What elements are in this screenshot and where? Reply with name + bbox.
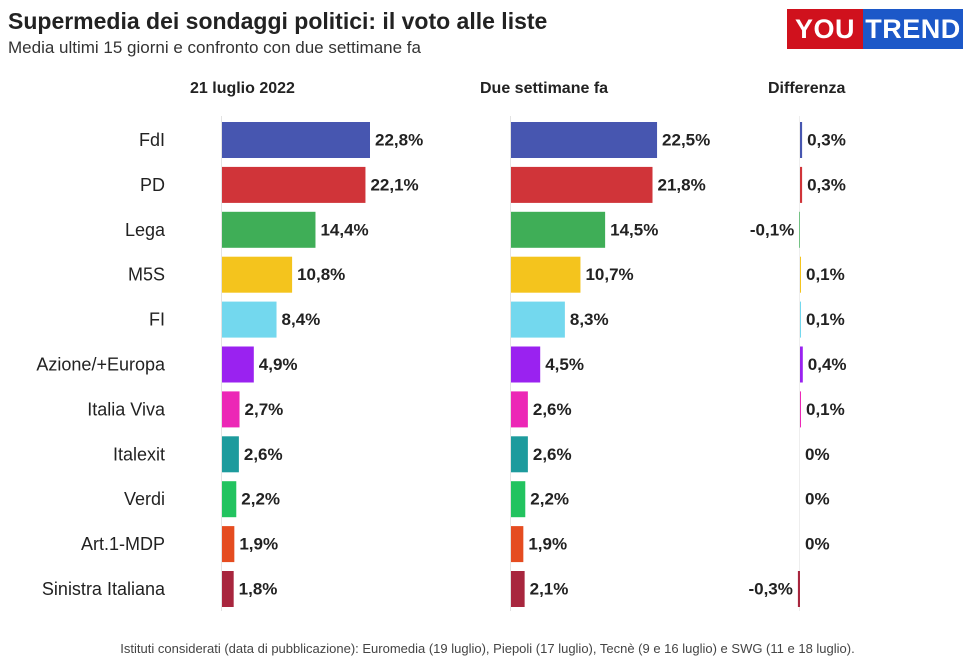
data-label-current: 22,8% (375, 131, 423, 150)
bar-difference (800, 346, 803, 383)
data-label-current: 14,4% (320, 220, 368, 239)
bar-previous (511, 166, 653, 203)
bar-current (222, 391, 240, 428)
bar-difference (800, 122, 803, 158)
bar-previous (511, 436, 528, 473)
category-label: Azione/+Europa (36, 355, 166, 375)
bar-current (222, 301, 277, 338)
bar-previous (511, 571, 525, 607)
bar-current (222, 481, 237, 518)
bar-difference (797, 571, 800, 607)
bar-chart: FdI 22,8% 22,5% 0,3% PD 22,1% 21,8% 0,3% Lega 14,… (36, 116, 847, 611)
bar-current (222, 346, 254, 383)
data-label-difference: 0,3% (807, 175, 846, 194)
data-label-current: 4,9% (259, 355, 298, 374)
data-label-current: 1,9% (239, 535, 278, 554)
bar-previous (511, 391, 528, 428)
data-label-difference: 0% (805, 445, 830, 464)
data-label-previous: 22,5% (662, 131, 710, 150)
bar-current (222, 571, 234, 607)
bar-previous (511, 301, 565, 338)
category-label: Italia Viva (87, 399, 166, 419)
logo-you: YOU (787, 9, 863, 49)
data-label-previous: 2,1% (530, 580, 569, 599)
data-label-current: 2,6% (244, 445, 283, 464)
bar-difference (800, 391, 801, 428)
category-label: M5S (128, 265, 165, 285)
data-label-previous: 2,2% (530, 490, 569, 509)
bar-previous (511, 346, 541, 383)
bar-difference (800, 301, 801, 338)
footer-note: Istituti considerati (data di pubblicazi… (120, 641, 855, 656)
bar-current (222, 256, 293, 293)
bar-previous (511, 211, 606, 248)
bar-current (222, 526, 235, 563)
bar-difference (799, 211, 800, 248)
data-label-previous: 2,6% (533, 445, 572, 464)
category-label: FdI (139, 130, 165, 150)
data-label-current: 1,8% (239, 580, 278, 599)
category-label: Verdi (124, 489, 165, 509)
data-label-previous: 10,7% (585, 265, 633, 284)
bar-difference (800, 166, 803, 203)
category-label: Art.1-MDP (81, 534, 165, 554)
data-label-difference: 0,1% (806, 310, 845, 329)
chart-subtitle: Media ultimi 15 giorni e confronto con d… (8, 38, 421, 57)
column-header-current: 21 luglio 2022 (190, 80, 295, 97)
data-label-current: 22,1% (370, 175, 418, 194)
data-label-difference: 0,3% (807, 131, 846, 150)
data-label-previous: 21,8% (658, 175, 706, 194)
category-label: Lega (125, 220, 166, 240)
data-label-current: 10,8% (297, 265, 345, 284)
column-header-previous: Due settimane fa (480, 80, 609, 97)
youtrend-logo: YOU TREND (787, 9, 963, 49)
category-label: Sinistra Italiana (42, 579, 166, 599)
bar-current (222, 211, 316, 248)
chart-title: Supermedia dei sondaggi politici: il vot… (8, 8, 548, 34)
bar-previous (511, 481, 526, 518)
data-label-previous: 14,5% (610, 220, 658, 239)
data-label-difference: -0,1% (750, 220, 794, 239)
data-label-current: 2,2% (241, 490, 280, 509)
data-label-previous: 8,3% (570, 310, 609, 329)
bar-previous (511, 256, 581, 293)
data-label-difference: 0% (805, 535, 830, 554)
data-label-current: 8,4% (282, 310, 321, 329)
data-label-current: 2,7% (245, 400, 284, 419)
bar-difference (800, 256, 801, 293)
category-label: Italexit (113, 444, 165, 464)
category-label: PD (140, 175, 165, 195)
data-label-difference: 0,1% (806, 400, 845, 419)
data-label-difference: 0,4% (808, 355, 847, 374)
data-label-difference: -0,3% (748, 580, 792, 599)
bar-current (222, 436, 239, 473)
data-label-difference: 0% (805, 490, 830, 509)
column-header-difference: Differenza (768, 80, 846, 97)
logo-trend: TREND (863, 9, 963, 49)
data-label-previous: 1,9% (528, 535, 567, 554)
data-label-previous: 2,6% (533, 400, 572, 419)
bar-previous (511, 122, 658, 158)
data-label-difference: 0,1% (806, 265, 845, 284)
data-label-previous: 4,5% (545, 355, 584, 374)
category-label: FI (149, 310, 165, 330)
bar-current (222, 122, 370, 158)
bar-previous (511, 526, 524, 563)
bar-current (222, 166, 366, 203)
